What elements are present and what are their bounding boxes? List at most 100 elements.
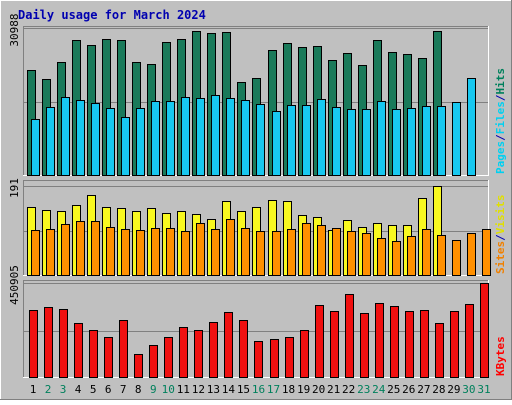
legend-entry: Sites — [494, 241, 507, 274]
series-files — [31, 78, 476, 176]
bar-sites — [407, 236, 416, 276]
day-label: 4 — [75, 383, 82, 396]
bar-files — [332, 107, 341, 176]
bar-kbytes — [405, 311, 414, 378]
y-max-label: 191 — [8, 178, 21, 198]
day-label: 30 — [462, 383, 475, 396]
bar-files — [61, 97, 70, 176]
day-label: 9 — [150, 383, 157, 396]
bar-kbytes — [375, 303, 384, 378]
bar-sites — [302, 223, 311, 276]
bar-sites — [166, 228, 175, 276]
bar-kbytes — [300, 330, 309, 378]
day-label: 3 — [60, 383, 67, 396]
bar-files — [362, 109, 371, 176]
legend-entry: Hits — [494, 68, 507, 95]
bar-files — [272, 111, 281, 176]
series-legend: KBytes — [494, 336, 507, 376]
day-label: 26 — [402, 383, 415, 396]
bar-kbytes — [435, 323, 444, 378]
bar-kbytes — [270, 339, 279, 378]
day-label: 28 — [432, 383, 445, 396]
bar-kbytes — [345, 294, 354, 378]
bar-sites — [151, 228, 160, 276]
bar-files — [347, 109, 356, 176]
legend-entry: / — [494, 134, 507, 141]
bar-sites — [452, 240, 461, 276]
bar-files — [211, 95, 220, 176]
day-label: 23 — [357, 383, 370, 396]
bar-files — [377, 101, 386, 176]
bar-files — [241, 100, 250, 176]
day-label: 15 — [237, 383, 250, 396]
bar-sites — [121, 229, 130, 276]
day-label: 24 — [372, 383, 386, 396]
day-label: 12 — [192, 383, 205, 396]
bar-sites — [181, 231, 190, 276]
day-label: 8 — [135, 383, 142, 396]
legend-entry: Pages — [494, 141, 507, 174]
bar-files — [407, 108, 416, 176]
day-label: 10 — [162, 383, 175, 396]
bar-sites — [377, 238, 386, 276]
day-label: 14 — [222, 383, 236, 396]
day-label: 21 — [327, 383, 340, 396]
bar-sites — [317, 225, 326, 276]
bar-kbytes — [315, 305, 324, 378]
day-label: 2 — [45, 383, 52, 396]
bar-files — [392, 109, 401, 176]
bar-sites — [287, 229, 296, 276]
bar-sites — [256, 231, 265, 276]
bar-sites — [437, 235, 446, 276]
chart-panels: 30988Pages/Files/Hits191Sites/Visits4509… — [8, 13, 507, 378]
bar-sites — [31, 230, 40, 276]
bar-sites — [482, 229, 491, 276]
panel-sites-visits: 191 Sites/Visits — [8, 178, 507, 276]
bar-kbytes — [390, 306, 399, 378]
day-label: 25 — [387, 383, 400, 396]
series-sites — [31, 219, 491, 276]
bar-kbytes — [74, 323, 83, 378]
day-label: 29 — [447, 383, 460, 396]
bar-sites — [46, 229, 55, 276]
bar-files — [106, 108, 115, 176]
legend-entry: / — [494, 234, 507, 241]
bar-files — [287, 105, 296, 176]
bar-kbytes — [420, 310, 429, 378]
bar-files — [422, 106, 431, 176]
chart-title: Daily usage for March 2024 — [18, 8, 206, 22]
day-label: 31 — [477, 383, 490, 396]
bar-kbytes — [360, 313, 369, 378]
bar-kbytes — [480, 283, 489, 378]
bar-files — [452, 102, 461, 176]
bar-kbytes — [285, 337, 294, 378]
day-label: 17 — [267, 383, 280, 396]
bar-sites — [422, 229, 431, 276]
bar-files — [121, 117, 130, 176]
bar-sites — [91, 221, 100, 276]
bar-kbytes — [44, 307, 53, 378]
day-label: 20 — [312, 383, 325, 396]
legend-entry: / — [494, 94, 507, 101]
bar-kbytes — [164, 337, 173, 378]
bar-files — [196, 98, 205, 176]
day-label: 5 — [90, 383, 97, 396]
series-kbytes — [29, 283, 489, 378]
day-label: 16 — [252, 383, 265, 396]
bar-kbytes — [149, 345, 158, 378]
series-legend: Pages/Files/Hits — [494, 68, 507, 174]
bar-sites — [106, 227, 115, 276]
bar-sites — [347, 231, 356, 276]
bar-kbytes — [209, 322, 218, 378]
bar-sites — [332, 228, 341, 276]
day-label: 1 — [30, 383, 37, 396]
bar-kbytes — [254, 341, 263, 378]
bar-sites — [272, 231, 281, 276]
day-label: 7 — [120, 383, 127, 396]
day-label: 22 — [342, 383, 355, 396]
bar-files — [136, 108, 145, 176]
bar-sites — [241, 228, 250, 276]
